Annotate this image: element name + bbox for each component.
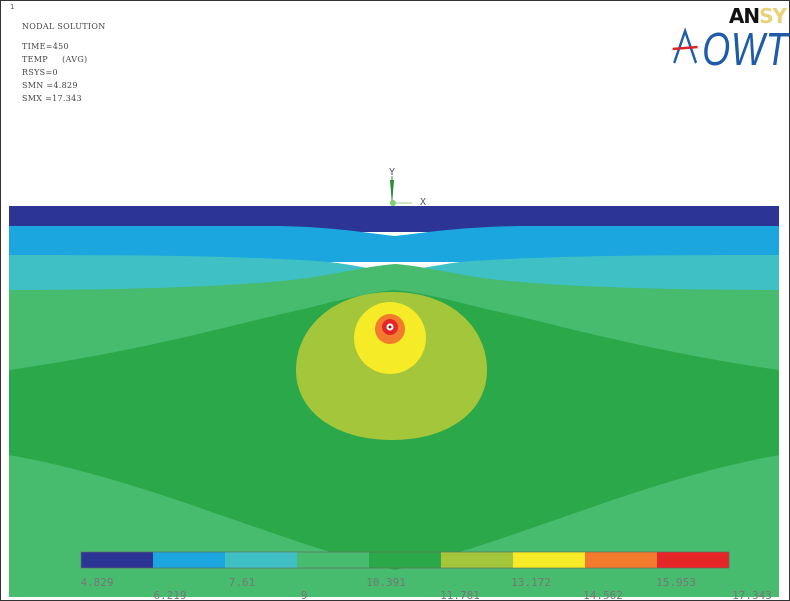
info-time: TIME=450: [22, 42, 69, 51]
legend-label-bottom-2: 9: [300, 589, 308, 601]
legend-swatch-3: [225, 552, 297, 568]
hot-spot-core: [388, 325, 392, 329]
legend-swatch-4: [297, 552, 369, 568]
owt-logo: OWT: [669, 22, 788, 76]
ansys-logo: ANSY: [728, 4, 787, 28]
band-light-blue: [9, 226, 779, 262]
legend-swatch-1: [81, 552, 153, 568]
info-smn: SMN =4.829: [22, 81, 78, 90]
legend-swatch-6: [441, 552, 513, 568]
legend-swatch-5: [369, 552, 441, 568]
legend-color-bar: [81, 552, 729, 568]
legend-swatch-8: [585, 552, 657, 568]
legend-label-bottom-4: 14.562: [583, 589, 623, 601]
owt-logo-icon: [672, 27, 698, 64]
info-title: NODAL SOLUTION: [22, 22, 106, 31]
info-rsys: RSYS=0: [22, 68, 58, 77]
legend-frame: [80, 551, 730, 569]
legend-label-top-5: 15.953: [656, 576, 696, 589]
legend-label-top-4: 13.172: [511, 576, 551, 589]
legend-swatch-7: [513, 552, 585, 568]
legend-label-top-2: 7.61: [228, 576, 256, 589]
axis-x-label: X: [420, 197, 427, 208]
legend-swatch-2: [153, 552, 225, 568]
axis-y-label: Y: [389, 167, 396, 178]
info-temp: TEMP (AVG): [22, 55, 88, 64]
legend-swatch-9: [657, 552, 729, 568]
legend-label-bottom-5: 17.343: [732, 589, 772, 601]
info-smx: SMX =17.343: [22, 94, 82, 103]
frame-number: 1: [10, 3, 15, 11]
legend-label-top-3: 10.391: [366, 576, 406, 589]
legend-label-top-1: 4.829: [80, 576, 114, 589]
legend-label-bottom-3: 11.781: [440, 589, 480, 601]
legend-label-bottom-1: 6.219: [153, 589, 187, 601]
